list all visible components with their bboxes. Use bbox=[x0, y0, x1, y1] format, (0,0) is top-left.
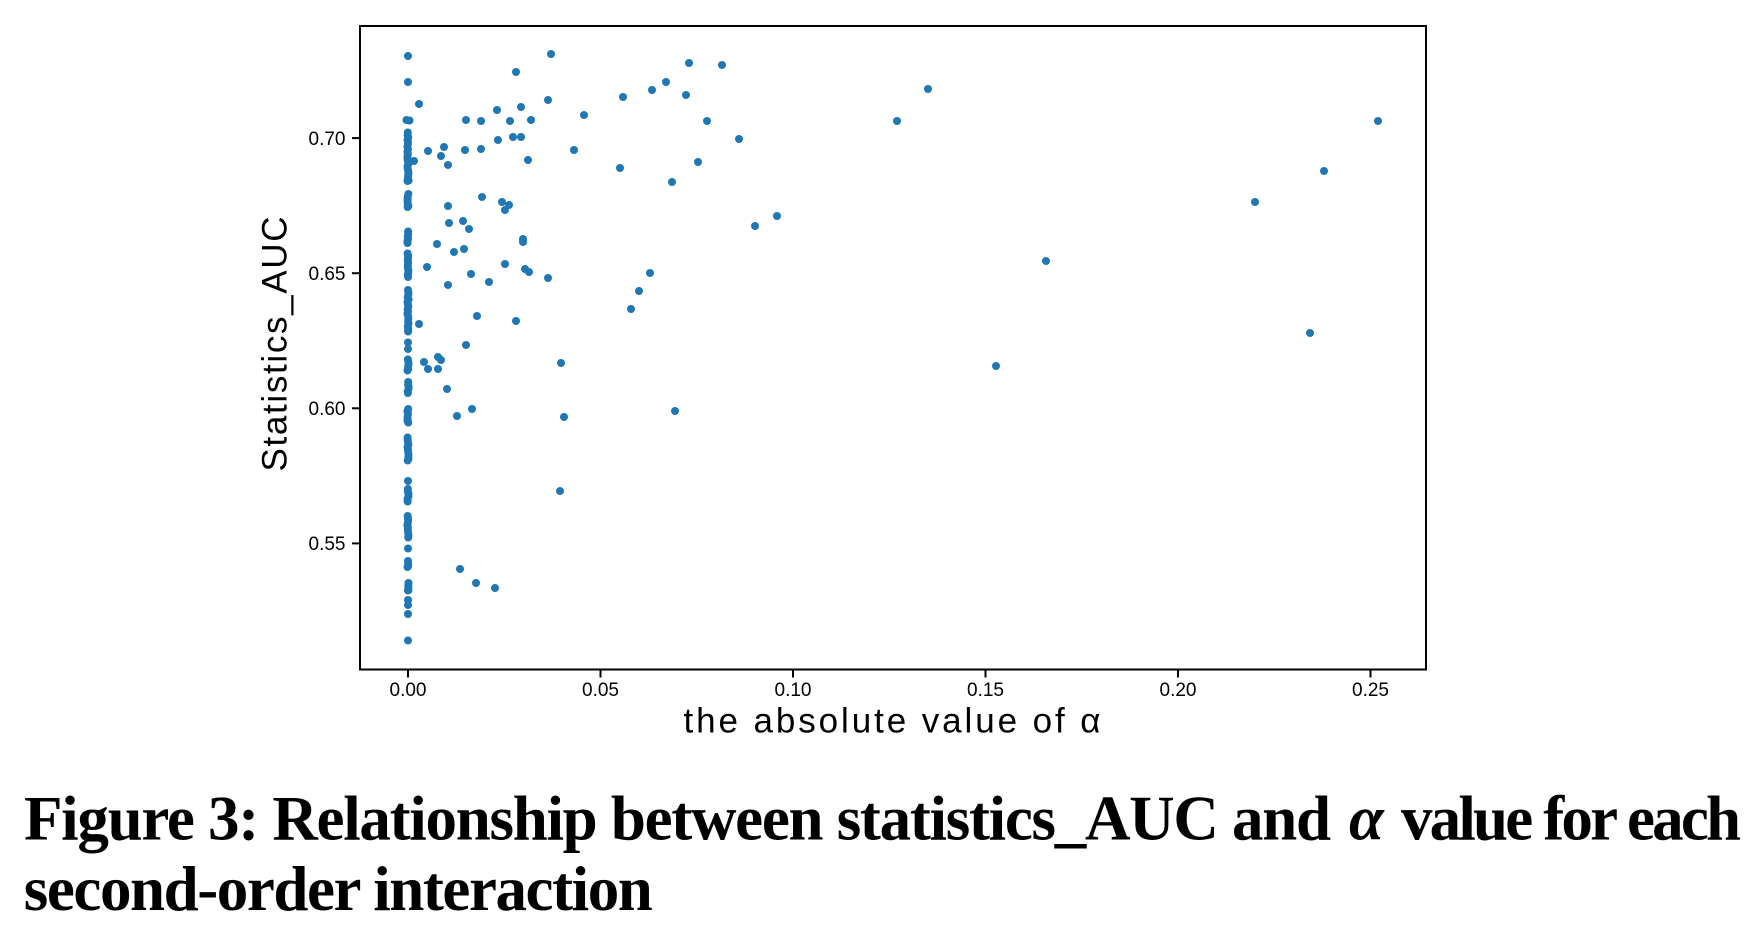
svg-text:0.10: 0.10 bbox=[775, 680, 812, 701]
svg-text:value for each: value for each bbox=[1401, 784, 1741, 854]
svg-text:0.00: 0.00 bbox=[390, 680, 427, 701]
svg-text:0.20: 0.20 bbox=[1160, 680, 1197, 701]
svg-text:second-order interaction: second-order interaction bbox=[24, 854, 653, 924]
svg-text:the absolute value of α: the absolute value of α bbox=[684, 702, 1101, 741]
svg-text:0.25: 0.25 bbox=[1352, 680, 1389, 701]
svg-text:0.70: 0.70 bbox=[309, 129, 346, 150]
svg-text:α: α bbox=[1349, 784, 1385, 854]
svg-text:0.15: 0.15 bbox=[967, 680, 1004, 701]
svg-text:0.65: 0.65 bbox=[309, 264, 346, 285]
svg-text:Figure 3: Relationship between: Figure 3: Relationship between statistic… bbox=[24, 784, 1331, 854]
svg-text:0.60: 0.60 bbox=[309, 399, 346, 420]
svg-text:Statistics_AUC: Statistics_AUC bbox=[256, 217, 295, 472]
svg-text:0.05: 0.05 bbox=[582, 680, 619, 701]
svg-text:0.55: 0.55 bbox=[309, 534, 346, 555]
